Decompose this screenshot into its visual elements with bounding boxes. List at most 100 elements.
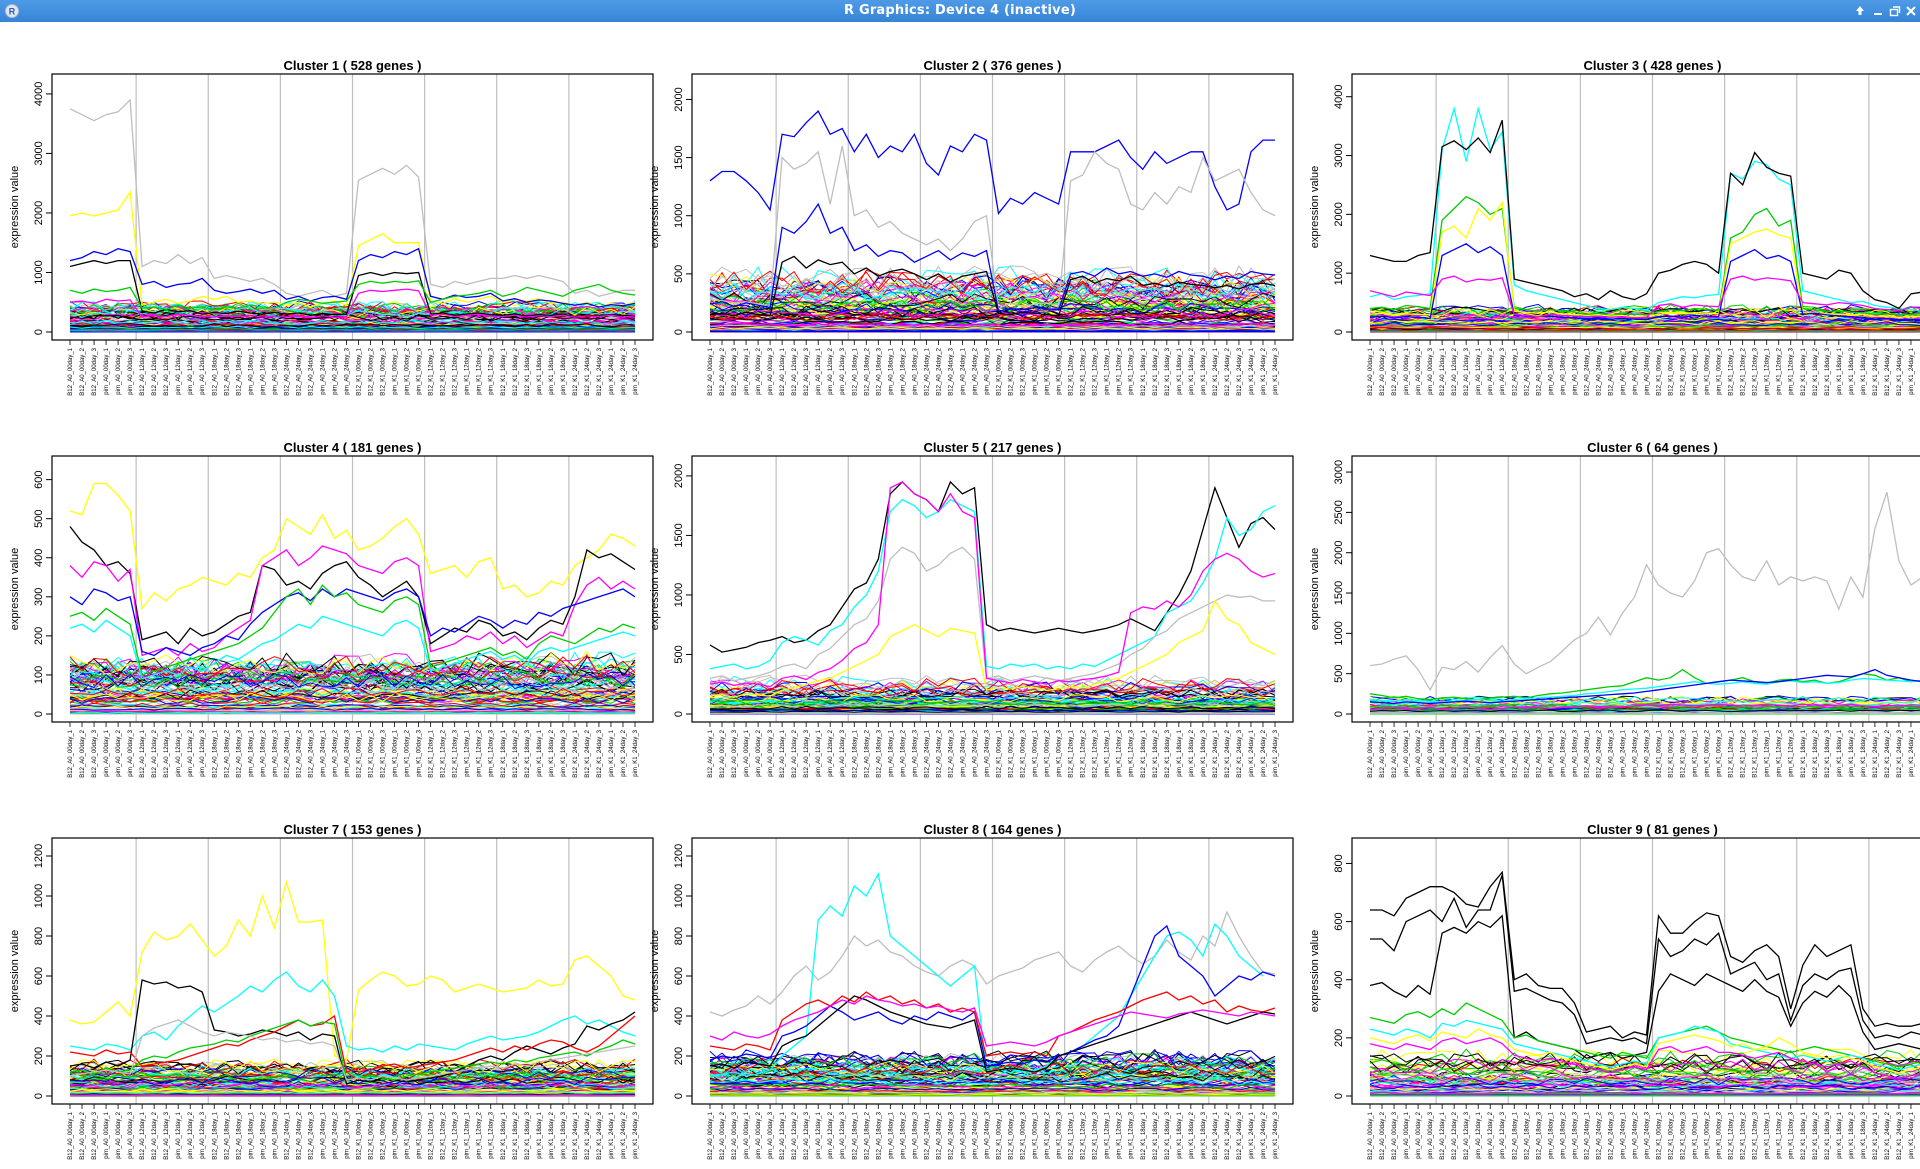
x-tick-label: B12_K1_24day_1 <box>573 1111 579 1159</box>
panel-title: Cluster 6 ( 64 genes ) <box>1587 440 1718 455</box>
y-tick-label: 1500 <box>1333 581 1345 605</box>
x-tick-label: B12_A0_12day_1 <box>780 1111 786 1159</box>
x-tick-label: pim_K1_18day_2 <box>549 347 555 394</box>
x-tick-label: B12_K1_12day_2 <box>1741 729 1747 777</box>
x-tick-label: B12_A0_00day_3 <box>732 347 738 395</box>
gene-line <box>1369 1093 1920 1096</box>
gene-line <box>69 327 636 331</box>
gene-line <box>69 1076 636 1086</box>
plot-frame <box>1351 73 1920 341</box>
gene-line <box>69 328 636 331</box>
x-tick-label: B12_A0_00day_3 <box>92 1111 98 1159</box>
x-tick-label: pim_K1_12day_2 <box>1117 729 1123 776</box>
x-tick-label: pim_A0_00day_2 <box>1416 729 1422 776</box>
y-tick-label: 0 <box>33 1093 45 1099</box>
x-tick-label: B12_K1_18day_2 <box>513 347 519 395</box>
y-tick-label: 400 <box>33 549 45 567</box>
x-tick-label: pim_A0_00day_3 <box>768 729 774 776</box>
x-tick-label: B12_K1_18day_2 <box>1153 1111 1159 1159</box>
y-tick-label: 1000 <box>33 884 45 908</box>
restore-icon[interactable] <box>1887 3 1903 19</box>
gene-line <box>69 687 636 699</box>
y-tick-label: 1200 <box>33 844 45 868</box>
x-tick-label: B12_A0_12day_1 <box>780 729 786 777</box>
gene-line <box>709 699 1276 707</box>
gene-line <box>69 1058 636 1075</box>
x-tick-label: pim_A0_12day_1 <box>1476 347 1482 394</box>
x-tick-label: B12_A0_18day_3 <box>1536 1111 1542 1159</box>
x-tick-label: pim_K1_12day_1 <box>1765 1111 1771 1158</box>
x-tick-label: pim_A0_18day_3 <box>912 347 918 394</box>
panel-title: Cluster 4 ( 181 genes ) <box>284 440 422 455</box>
gene-line <box>709 299 1276 314</box>
close-icon[interactable] <box>1903 3 1919 19</box>
x-tick-label: B12_K1_18day_3 <box>1825 347 1831 395</box>
series-line <box>1369 491 1920 692</box>
x-tick-label: pim_A0_00day_2 <box>756 1111 762 1158</box>
y-tick-label: 1500 <box>673 145 685 169</box>
x-tick-label: pim_A0_12day_1 <box>176 729 182 776</box>
x-tick-label: B12_A0_24day_1 <box>1584 1111 1590 1159</box>
gene-line <box>709 1052 1276 1071</box>
x-tick-label: pim_A0_18day_1 <box>1548 347 1554 394</box>
plot-frame <box>1351 837 1920 1105</box>
x-tick-label: pim_K1_12day_1 <box>1765 729 1771 776</box>
gene-line <box>709 291 1276 309</box>
y-axis-label: expression value <box>9 548 21 631</box>
window-titlebar[interactable]: R R Graphics: Device 4 (inactive) <box>0 0 1920 22</box>
x-tick-label: pim_K1_18day_3 <box>1861 347 1867 394</box>
x-tick-label: B12_A0_00day_2 <box>720 729 726 777</box>
x-tick-label: pim_A0_18day_3 <box>912 1111 918 1158</box>
x-tick-label: B12_A0_18day_3 <box>1536 347 1542 395</box>
gene-lines <box>69 98 636 333</box>
x-tick-label: B12_K1_18day_1 <box>1141 729 1147 777</box>
x-tick-label: pim_A0_12day_2 <box>188 347 194 394</box>
x-tick-label: pim_K1_00day_2 <box>1045 1111 1051 1158</box>
x-tick-label: pim_A0_00day_3 <box>128 347 134 394</box>
x-tick-label: pim_K1_12day_1 <box>1105 347 1111 394</box>
x-tick-label: B12_A0_12day_2 <box>792 1111 798 1159</box>
x-tick-label: B12_A0_00day_2 <box>80 347 86 395</box>
cluster-panel-6: Cluster 6 ( 64 genes ) 0 500 1000 1500 2000 25… <box>1309 440 1920 778</box>
x-tick-label: pim_A0_00day_1 <box>744 347 750 394</box>
x-tick-label: pim_K1_12day_1 <box>465 347 471 394</box>
x-tick-label: pim_K1_00day_1 <box>1033 347 1039 394</box>
x-tick-label: B12_A0_00day_3 <box>732 729 738 777</box>
x-tick-label: B12_K1_00day_3 <box>1021 729 1027 777</box>
x-tick-label: B12_K1_12day_2 <box>1741 1111 1747 1159</box>
x-tick-label: pim_K1_24day_1 <box>609 347 615 394</box>
x-tick-label: B12_A0_24day_2 <box>1596 1111 1602 1159</box>
y-tick-label: 3000 <box>1333 143 1345 167</box>
x-tick-label: B12_A0_18day_2 <box>1524 1111 1530 1159</box>
raise-icon[interactable] <box>1852 3 1868 19</box>
y-tick-label: 200 <box>1333 1029 1345 1047</box>
x-tick-label: pim_A0_00day_3 <box>768 347 774 394</box>
x-tick-label: pim_A0_24day_2 <box>972 347 978 394</box>
x-tick-label: pim_K1_12day_3 <box>489 1111 495 1158</box>
gene-line <box>709 705 1276 710</box>
gene-line <box>1369 1052 1920 1071</box>
x-tick-label: B12_K1_18day_1 <box>1141 347 1147 395</box>
x-tick-label: B12_K1_24day_1 <box>1873 729 1879 777</box>
x-tick-label: B12_K1_24day_2 <box>1885 729 1891 777</box>
minimize-icon[interactable] <box>1870 3 1886 19</box>
x-tick-label: B12_A0_12day_1 <box>140 1111 146 1159</box>
x-tick-label: pim_K1_18day_1 <box>537 729 543 776</box>
x-tick-label: pim_K1_24day_3 <box>1273 1111 1279 1158</box>
x-tick-label: B12_K1_18day_3 <box>525 1111 531 1159</box>
cluster-panel-9: Cluster 9 ( 81 genes ) 0 200 400 600 800 expre… <box>1309 822 1920 1160</box>
y-tick-label: 1000 <box>673 203 685 227</box>
x-tick-label: B12_A0_18day_3 <box>876 1111 882 1159</box>
x-tick-label: B12_K1_24day_1 <box>1873 1111 1879 1159</box>
x-tick-label: B12_K1_18day_1 <box>1801 1111 1807 1159</box>
x-tick-label: pim_K1_24day_1 <box>1249 729 1255 776</box>
x-tick-label: pim_K1_00day_2 <box>1045 729 1051 776</box>
y-tick-label: 300 <box>33 588 45 606</box>
y-axis-label: expression value <box>1309 166 1321 249</box>
x-tick-label: pim_K1_24day_1 <box>1909 347 1915 394</box>
y-tick-label: 1000 <box>673 583 685 607</box>
gene-line <box>709 710 1276 713</box>
series-line <box>1369 1037 1920 1080</box>
y-tick-label: 4000 <box>33 82 45 106</box>
x-tick-label: pim_A0_00day_1 <box>744 729 750 776</box>
